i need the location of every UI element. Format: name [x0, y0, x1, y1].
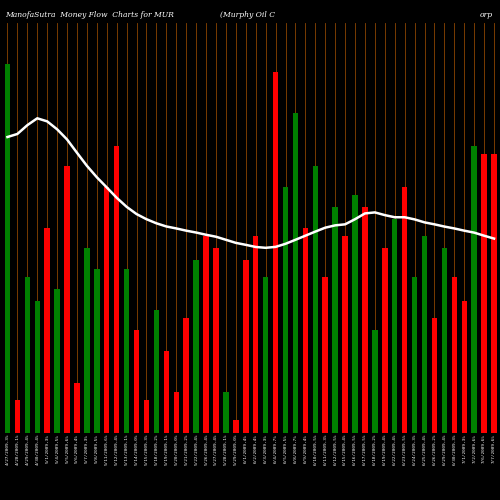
Bar — [273, 72, 278, 432]
Bar — [14, 400, 20, 432]
Bar — [472, 146, 477, 433]
Bar — [402, 186, 407, 432]
Bar — [74, 384, 80, 432]
Bar — [342, 236, 348, 432]
Bar — [164, 350, 169, 432]
Bar — [124, 268, 130, 432]
Bar — [34, 302, 40, 432]
Bar — [432, 318, 437, 432]
Bar — [362, 207, 368, 432]
Bar — [382, 248, 388, 432]
Bar — [482, 154, 487, 432]
Bar — [174, 392, 179, 432]
Bar — [243, 260, 248, 432]
Bar — [292, 112, 298, 432]
Bar — [253, 236, 258, 432]
Bar — [233, 420, 238, 432]
Bar — [64, 166, 70, 432]
Bar — [4, 64, 10, 432]
Bar — [442, 248, 447, 432]
Text: orp: orp — [480, 11, 492, 19]
Text: (Murphy Oil C: (Murphy Oil C — [220, 11, 275, 19]
Text: ManofaSutra  Money Flow  Charts for MUR: ManofaSutra Money Flow Charts for MUR — [5, 11, 174, 19]
Bar — [84, 248, 89, 432]
Bar — [134, 330, 140, 432]
Bar — [204, 236, 209, 432]
Bar — [223, 392, 228, 432]
Bar — [114, 146, 119, 433]
Bar — [194, 260, 199, 432]
Bar — [372, 330, 378, 432]
Bar — [44, 228, 50, 432]
Bar — [392, 220, 398, 432]
Bar — [263, 276, 268, 432]
Bar — [302, 228, 308, 432]
Bar — [104, 186, 110, 432]
Bar — [312, 166, 318, 432]
Bar — [352, 194, 358, 432]
Bar — [492, 154, 497, 432]
Bar — [412, 276, 418, 432]
Bar — [184, 318, 189, 432]
Bar — [332, 207, 338, 432]
Bar — [214, 248, 218, 432]
Bar — [322, 276, 328, 432]
Bar — [24, 276, 30, 432]
Bar — [422, 236, 428, 432]
Bar — [94, 268, 100, 432]
Bar — [283, 186, 288, 432]
Bar — [54, 289, 60, 432]
Bar — [462, 302, 467, 432]
Bar — [452, 276, 457, 432]
Bar — [144, 400, 149, 432]
Bar — [154, 310, 159, 432]
